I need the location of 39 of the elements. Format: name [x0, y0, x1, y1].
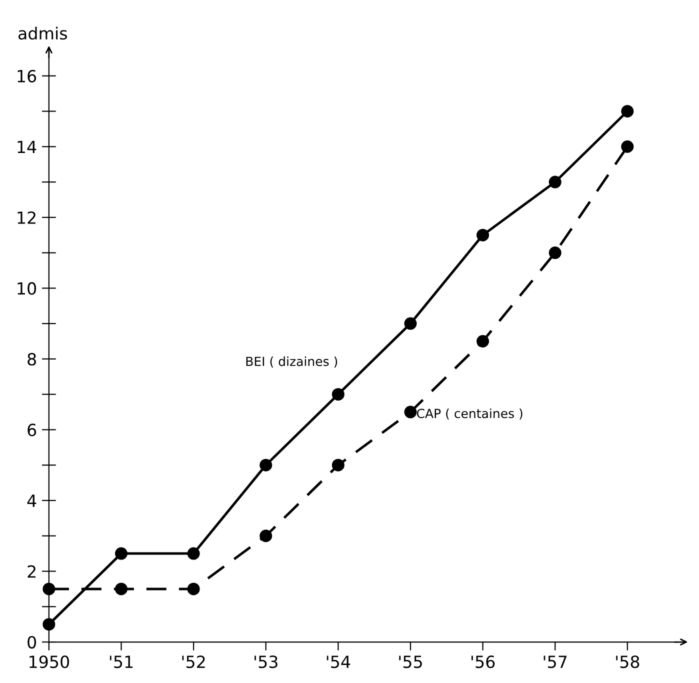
point — [621, 105, 634, 118]
y-tick-label: 14 — [18, 140, 36, 153]
y-tick-label: 6 — [28, 424, 36, 436]
x-tick-label: 1950 — [30, 656, 70, 668]
point — [404, 317, 417, 330]
point — [476, 335, 490, 348]
x-tick-label: '53 — [254, 656, 278, 668]
y-tick-label: 0 — [28, 636, 36, 649]
point — [621, 140, 634, 153]
x-tick-label: '52 — [182, 656, 205, 668]
x-tick-label: '55 — [399, 656, 422, 668]
point — [187, 582, 200, 596]
x-tick-label: '57 — [544, 656, 567, 668]
y-tick-label: 2 — [28, 565, 36, 578]
point — [476, 228, 490, 242]
point — [260, 530, 272, 542]
series-label: CAP ( centaines ) — [416, 408, 522, 420]
point — [548, 176, 562, 188]
point — [42, 582, 56, 596]
y-tick-label: 8 — [28, 352, 36, 366]
point — [114, 547, 128, 560]
point — [114, 582, 128, 596]
point — [332, 388, 344, 401]
y-tick-label: 10 — [18, 282, 36, 295]
y-axis-title: admis — [18, 26, 68, 40]
x-tick-label: '58 — [616, 656, 640, 668]
point — [187, 547, 200, 560]
point — [42, 618, 56, 631]
y-tick-label: 12 — [18, 211, 36, 224]
y-tick-label: 16 — [18, 70, 36, 82]
x-tick-label: '51 — [110, 656, 133, 668]
point — [404, 406, 417, 418]
point — [332, 458, 344, 472]
point — [548, 246, 562, 260]
y-tick-label: 4 — [27, 494, 36, 507]
point — [260, 458, 272, 472]
series-label: BEI ( dizaines ) — [246, 356, 338, 368]
x-tick-label: '56 — [472, 656, 495, 668]
x-tick-label: '54 — [326, 656, 350, 668]
